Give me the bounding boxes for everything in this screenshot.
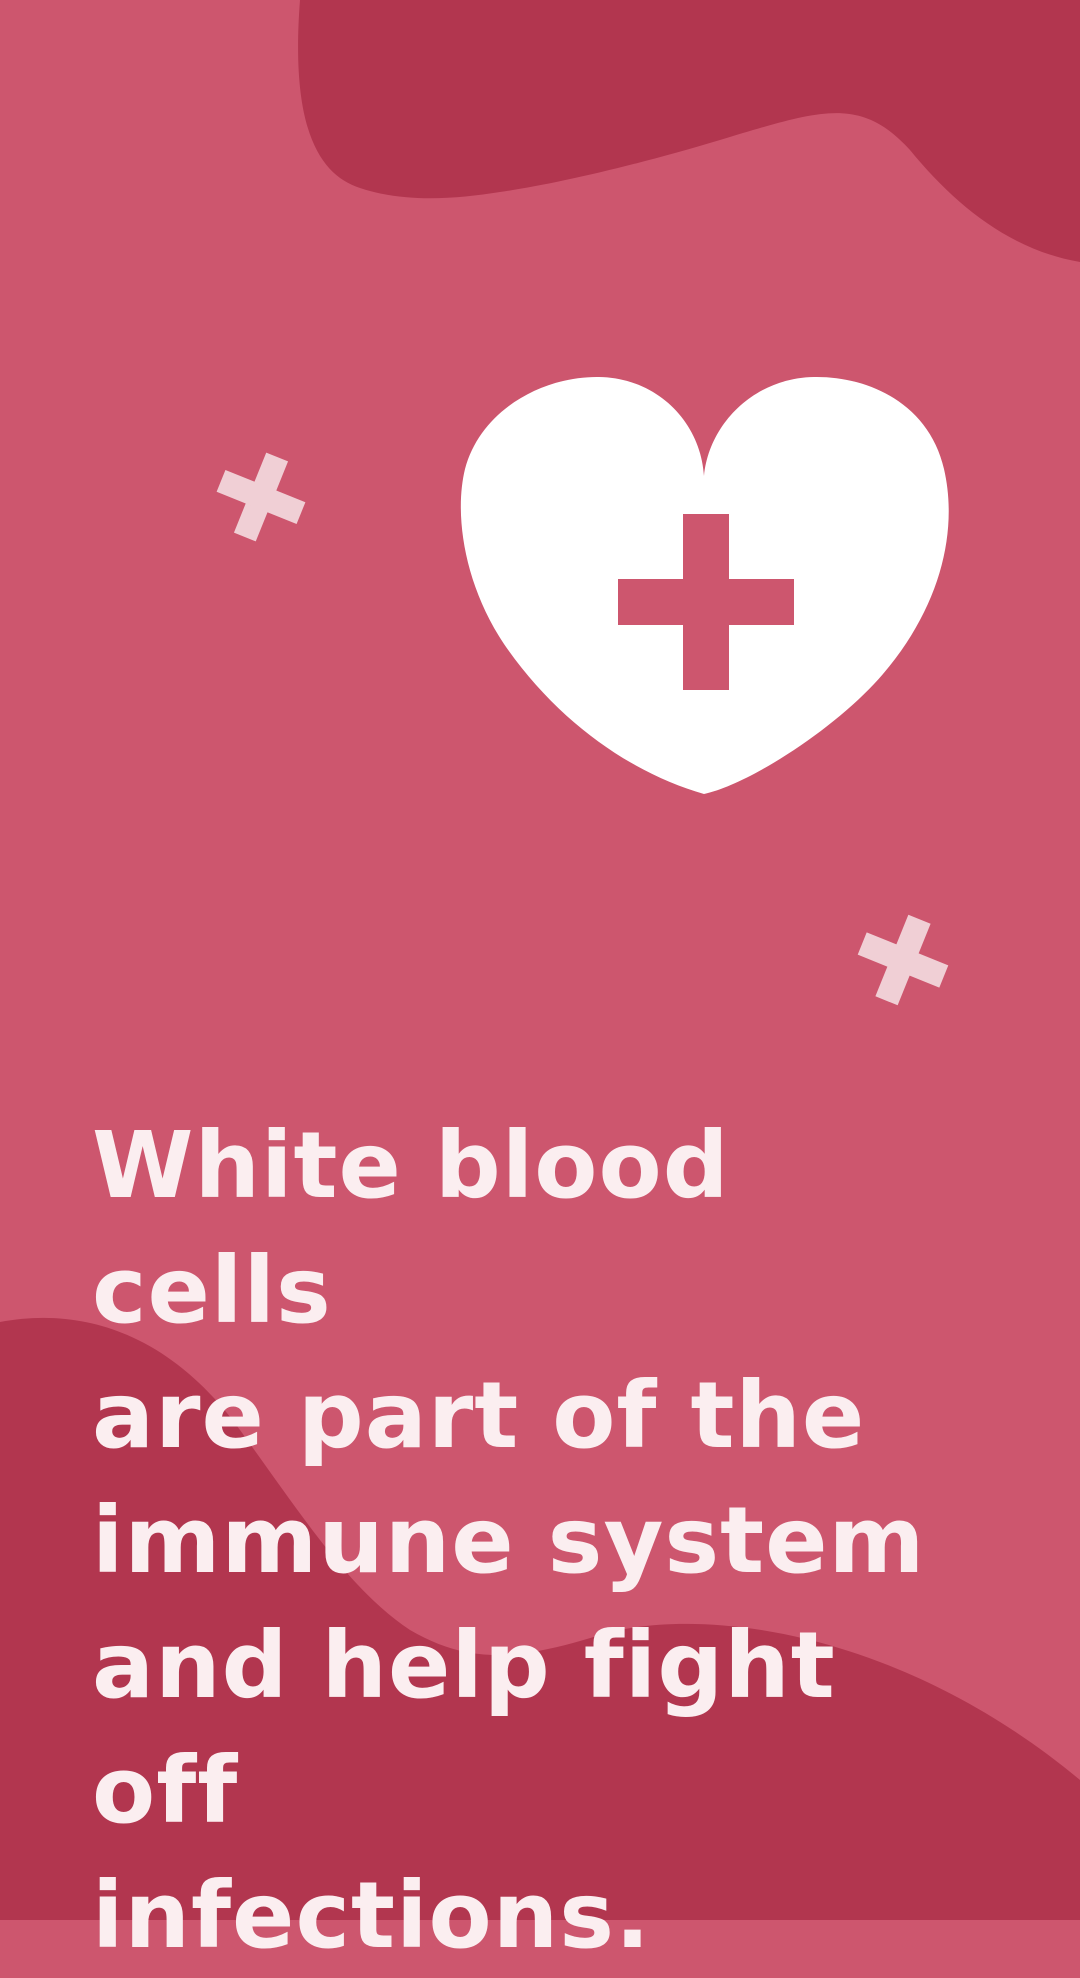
- background-blobs: [0, 0, 1080, 1920]
- fact-line: infections.: [92, 1862, 651, 1969]
- top-right-blob: [298, 0, 1080, 262]
- fact-message: White blood cells are part of the immune…: [92, 1103, 992, 1978]
- sparkle-cross-icon: [216, 452, 306, 542]
- medical-cross-icon: [618, 514, 794, 690]
- heart-icon: [460, 376, 949, 794]
- fact-line: White blood cells: [92, 1112, 730, 1344]
- bottom-left-blob: [0, 1317, 1080, 1920]
- fact-line: are part of the: [92, 1362, 866, 1469]
- fact-line: and help fight off: [92, 1612, 836, 1844]
- sparkle-cross-icon: [857, 914, 949, 1006]
- fact-line: immune system: [92, 1487, 926, 1594]
